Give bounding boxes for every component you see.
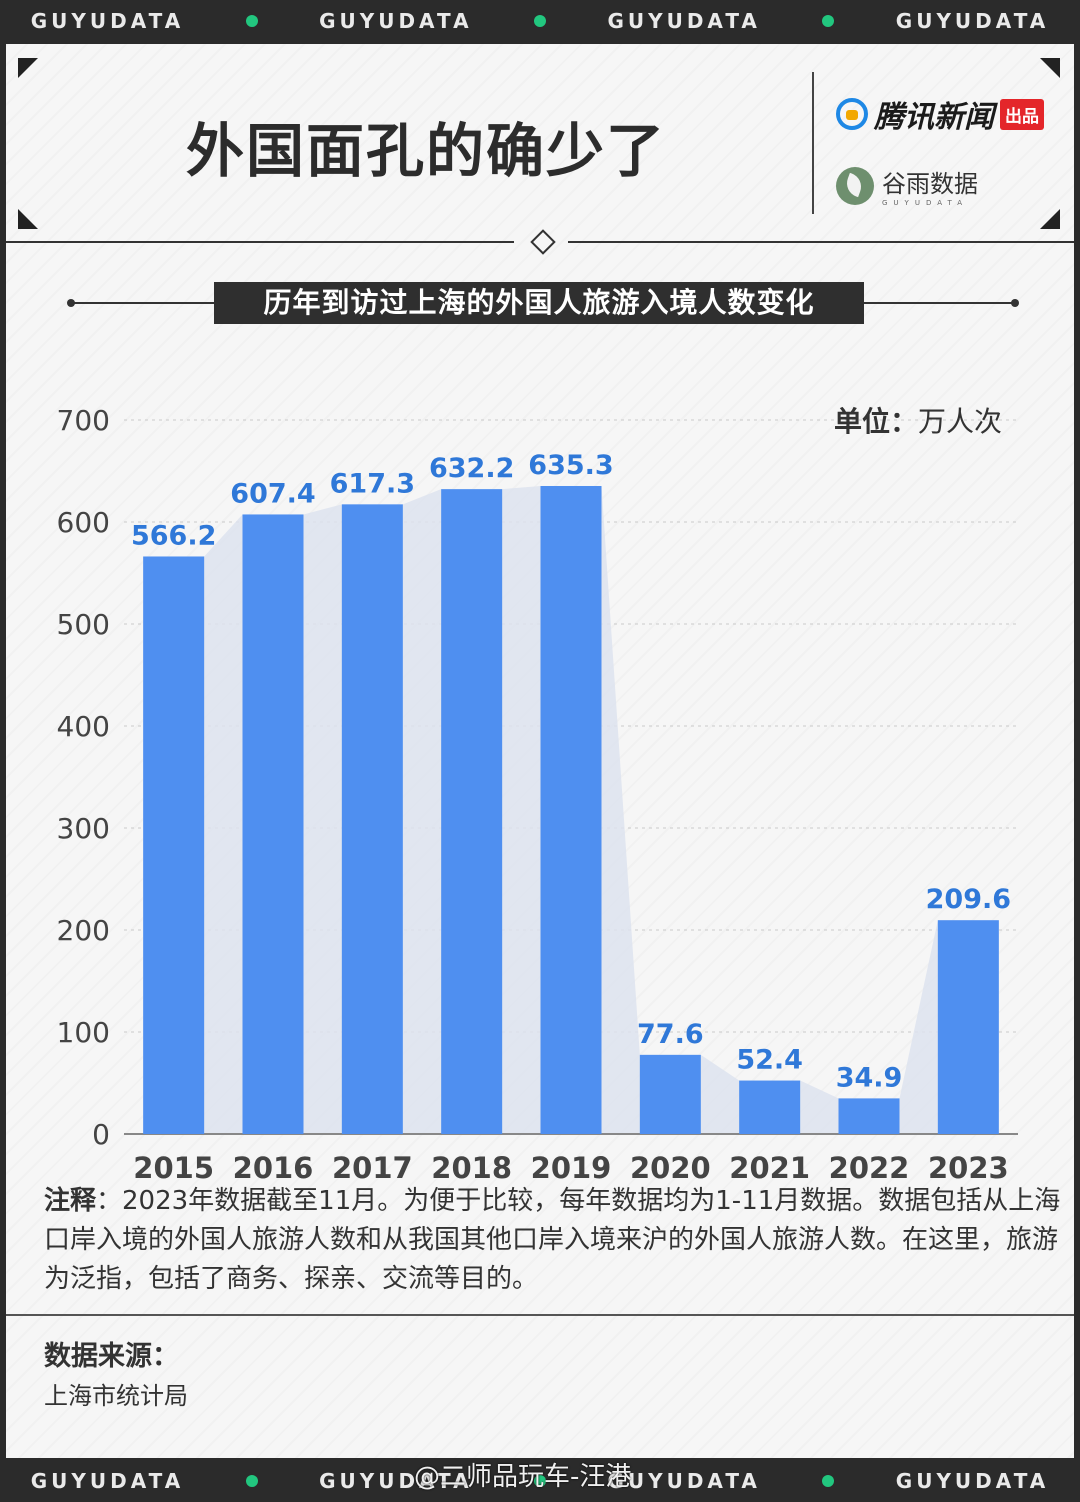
x-tick-label: 2016 (233, 1151, 314, 1185)
page-title: 外国面孔的确少了 (186, 117, 667, 185)
x-tick-label: 2021 (729, 1151, 810, 1185)
y-tick-label: 400 (57, 710, 110, 743)
brand-subtitle: GUYUDATA (882, 199, 968, 207)
bar-2022 (838, 1098, 900, 1134)
band-word: GUYUDATA (319, 9, 473, 33)
band-word: GUYUDATA (30, 1469, 185, 1493)
bar-2015 (143, 556, 205, 1134)
x-tick-label: 2015 (133, 1151, 214, 1185)
footnote: 注释：2023年数据截至11月。为便于比较，每年数据均为1-11月数据。数据包括… (44, 1182, 1064, 1299)
green-dot-icon (534, 1475, 546, 1487)
band-word: GUYUDATA (895, 9, 1050, 33)
unit-prefix: 单位： (834, 405, 919, 438)
value-label: 566.2 (131, 520, 216, 551)
bar-2019 (540, 485, 602, 1134)
section-divider-right (568, 241, 1074, 243)
x-tick-label: 2022 (829, 1151, 910, 1185)
band-word: GUYUDATA (319, 1469, 473, 1493)
x-tick-label: 2023 (928, 1151, 1009, 1185)
value-label: 34.9 (836, 1062, 903, 1093)
footnote-label: 注释 (44, 1186, 97, 1216)
brand-tag: 出品 (1000, 98, 1044, 130)
guyu-data-brand: 谷雨数据 GUYUDATA (836, 164, 978, 207)
value-label: 209.6 (926, 884, 1011, 915)
band-word: GUYUDATA (607, 1469, 761, 1493)
y-tick-label: 300 (57, 812, 110, 845)
bar-2017 (341, 504, 403, 1134)
bar-2020 (639, 1054, 701, 1134)
value-label: 607.4 (230, 478, 315, 509)
brand-name: 腾讯新闻 (874, 100, 994, 135)
header: 外国面孔的确少了 腾讯新闻 出品 谷雨数据 GUYUDATA (6, 44, 1074, 240)
x-tick-label: 2020 (630, 1151, 711, 1185)
footnote-text: ：2023年数据截至11月。为便于比较，每年数据均为1-11月数据。数据包括从上… (44, 1186, 1061, 1294)
value-label: 635.3 (528, 450, 613, 481)
section-divider-left (6, 241, 514, 243)
corner-mark-icon (18, 58, 38, 78)
green-dot-icon (534, 15, 546, 27)
value-label: 617.3 (330, 468, 415, 499)
chart-title: 历年到访过上海的外国人旅游入境人数变化 (214, 282, 864, 324)
brand-name: 谷雨数据 (882, 170, 978, 198)
y-tick-label: 500 (57, 608, 110, 641)
y-tick-label: 600 (57, 506, 110, 539)
source-value: 上海市统计局 (44, 1382, 188, 1410)
y-tick-label: 100 (57, 1016, 110, 1049)
tencent-news-brand: 腾讯新闻 出品 (836, 92, 1044, 136)
green-dot-icon (245, 15, 258, 27)
bottom-brand-band: GUYUDATA GUYUDATA GUYUDATA GUYUDATA (0, 1460, 1080, 1502)
corner-mark-icon (1040, 209, 1060, 229)
band-word: GUYUDATA (607, 9, 761, 33)
source-divider (6, 1314, 1074, 1316)
bar-2021 (739, 1080, 801, 1134)
value-label: 77.6 (637, 1019, 704, 1050)
green-dot-icon (245, 1475, 258, 1487)
bar-chart: 0 100 200 300 400 500 600 700 566.2 2015 607.4 2016… (57, 404, 1018, 1185)
y-tick-label: 200 (57, 914, 110, 947)
rule-end-dot-icon (1011, 299, 1019, 307)
guyu-leaf-logo-icon (836, 166, 874, 205)
green-dot-icon (822, 15, 835, 27)
weibo-watermark: @二师品玩车-汪港 (414, 1462, 632, 1492)
bar-2018 (441, 489, 503, 1134)
header-divider (812, 72, 814, 214)
unit-label: 单位：万人次 (834, 400, 1002, 440)
value-label: 52.4 (736, 1045, 803, 1076)
top-brand-band: GUYUDATA GUYUDATA GUYUDATA GUYUDATA (0, 0, 1080, 42)
unit-value: 万人次 (918, 405, 1003, 438)
green-dot-icon (822, 1475, 835, 1487)
content-panel: 外国面孔的确少了 腾讯新闻 出品 谷雨数据 GUYUDATA 历年到访过上海的外… (6, 44, 1074, 1458)
source-label: 数据来源： (44, 1341, 179, 1372)
tencent-news-logo-icon (836, 98, 868, 130)
band-word: GUYUDATA (895, 1469, 1050, 1493)
x-tick-label: 2018 (431, 1151, 512, 1185)
band-word: GUYUDATA (30, 9, 185, 33)
y-tick-label: 0 (92, 1118, 110, 1151)
corner-mark-icon (1040, 58, 1060, 78)
y-tick-label: 700 (57, 404, 110, 437)
corner-mark-icon (18, 209, 38, 229)
bar-2023 (937, 920, 999, 1134)
x-tick-label: 2017 (332, 1151, 413, 1185)
bar-2016 (242, 514, 304, 1134)
rule-end-dot-icon (67, 299, 75, 307)
x-tick-label: 2019 (531, 1151, 612, 1185)
value-label: 632.2 (429, 453, 514, 484)
